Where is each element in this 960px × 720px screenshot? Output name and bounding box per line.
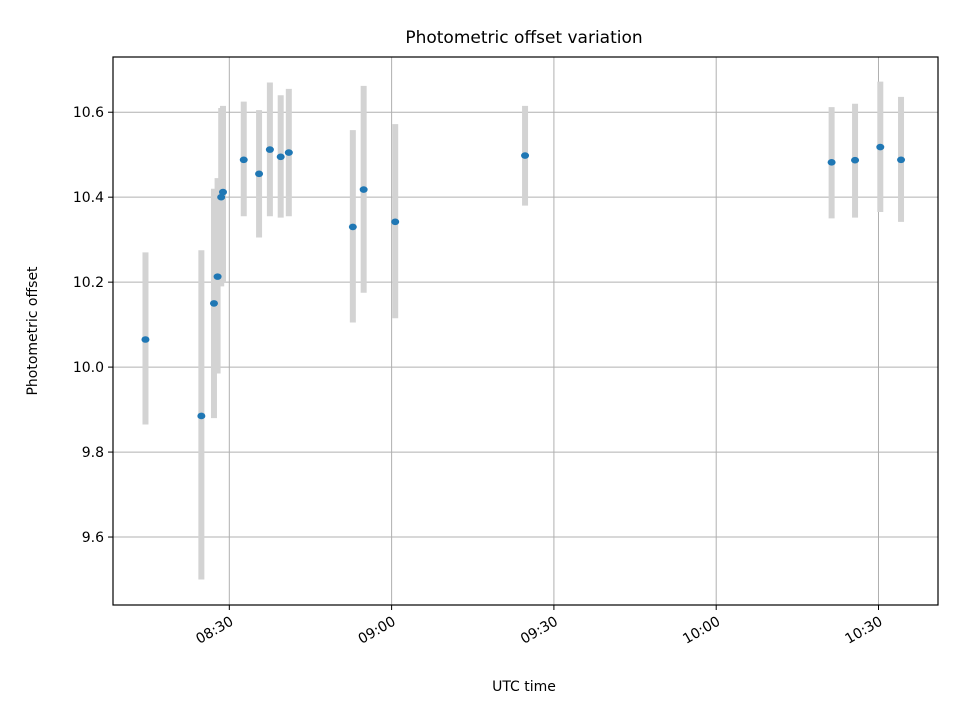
y-tick-label: 10.2	[73, 275, 104, 291]
y-tick-label: 10.6	[73, 105, 104, 121]
data-point	[239, 156, 248, 164]
data-point	[265, 146, 274, 153]
grid-lines	[113, 57, 938, 605]
data-point	[255, 170, 264, 178]
data-point	[876, 143, 885, 151]
x-axis-label: UTC time	[492, 679, 556, 695]
chart-title: Photometric offset variation	[405, 28, 642, 48]
y-tick-label: 9.8	[82, 445, 104, 461]
data-point	[897, 156, 906, 164]
data-point	[276, 153, 285, 161]
x-tick-label: 09:30	[518, 614, 561, 648]
data-point	[359, 186, 368, 193]
y-axis-label: Photometric offset	[25, 266, 41, 396]
data-point	[391, 218, 400, 226]
data-point	[213, 273, 222, 280]
x-tick-label: 08:30	[193, 614, 236, 648]
y-tick-label: 10.4	[73, 190, 104, 206]
data-point	[209, 300, 218, 307]
x-tick-label: 10:00	[680, 614, 723, 648]
y-tick-label: 10.0	[73, 360, 104, 376]
data-point	[141, 336, 150, 343]
x-tick-label: 09:00	[356, 614, 399, 648]
y-tick-label: 9.6	[82, 530, 104, 546]
data-point	[348, 223, 357, 231]
data-point	[217, 193, 226, 201]
data-point	[851, 156, 860, 164]
data-point	[219, 188, 227, 196]
data-points	[141, 143, 906, 420]
x-tick-label: 10:30	[843, 614, 886, 648]
x-axis-ticks: 08:30 09:00 09:30 10:00 10:30	[193, 605, 885, 648]
data-point	[197, 412, 206, 420]
data-point	[521, 152, 530, 159]
data-point	[827, 159, 836, 166]
plot-frame	[112, 56, 939, 606]
data-point	[284, 149, 293, 156]
y-axis-ticks: 9.6 9.8 10.0 10.2 10.4 10.6	[73, 105, 113, 546]
